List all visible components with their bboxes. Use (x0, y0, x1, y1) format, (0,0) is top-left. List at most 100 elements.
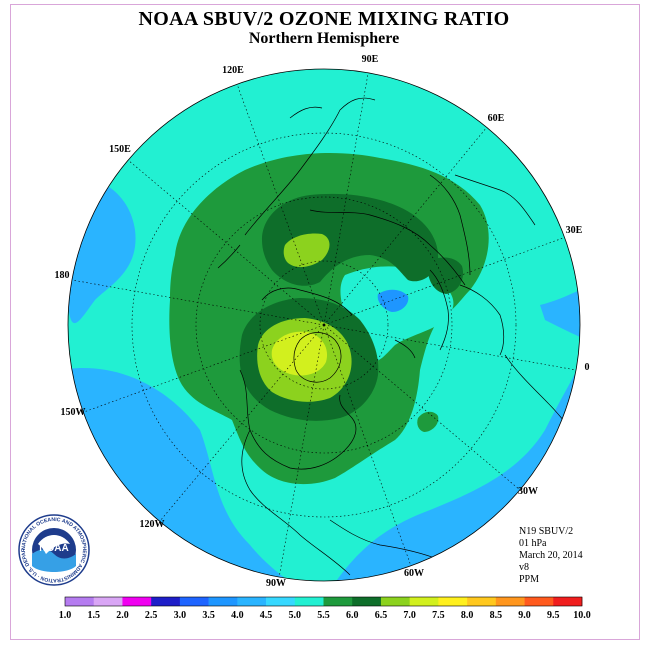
colorbar-tick-label: 6.5 (375, 610, 388, 621)
page-title: NOAA SBUV/2 OZONE MIXING RATIO (138, 8, 510, 30)
coast-north-america (239, 369, 357, 470)
figure-frame (10, 4, 640, 640)
colorbar-swatch (524, 597, 554, 606)
colorbar-tick-label: 3.5 (202, 610, 215, 621)
colorbar-tick-label: 6.0 (346, 610, 359, 621)
ozone-band-5-5-to-6-0-east (427, 257, 464, 294)
colorbar-tick-label: 7.5 (432, 610, 445, 621)
colorbar-tick-label: 2.0 (116, 610, 129, 621)
lon-label-150e: 150E (109, 144, 131, 155)
colorbar-swatch (438, 597, 468, 606)
ozone-band-6-5-to-7-0 (271, 331, 328, 376)
colorbar-tick-label: 1.0 (59, 610, 72, 621)
coast-siberia (309, 209, 466, 286)
meridian-120w (159, 324, 325, 522)
meridian-90e (323, 69, 370, 326)
colorbar-tick-label: 9.5 (547, 610, 560, 621)
coast-mexico (241, 429, 351, 576)
lon-label-150w: 150W (61, 407, 86, 418)
lon-label-60w: 60W (404, 568, 424, 579)
logo-bird (38, 535, 70, 554)
ozone-band-5-0-to-5-5-spot (417, 411, 439, 432)
ozone-band-6-0-to-6-5-north (283, 233, 330, 268)
colorbar-swatch (294, 597, 324, 606)
coast-central-asia (429, 174, 471, 276)
colorbar-swatch (323, 597, 353, 606)
colorbar-swatches (64, 596, 583, 607)
lon-label-0: 0 (585, 362, 590, 373)
page-subtitle: Northern Hemisphere (248, 30, 400, 47)
info-date: March 20, 2014 (519, 550, 583, 561)
colorbar-swatch (179, 597, 209, 606)
ozone-band-3-5-to-4-0-spot (377, 289, 409, 312)
colorbar-frame (64, 596, 583, 607)
graticule (71, 69, 577, 579)
meridian-180 (71, 279, 325, 326)
coast-east-asia (244, 97, 376, 236)
coast-iceland (394, 339, 416, 359)
coast-arctic-canada (261, 287, 353, 316)
coast-greenland (293, 332, 342, 383)
product-info: N19 SBUV/2 01 hPa March 20, 2014 v8 PPM (519, 526, 583, 586)
meridian-0 (323, 324, 577, 371)
coast-caribbean (329, 519, 441, 561)
lon-label-120e: 120E (222, 65, 244, 76)
colorbar-swatch (65, 597, 95, 606)
meridian-150e (127, 159, 325, 326)
meridian-90w (278, 324, 325, 579)
lon-label-30w: 30W (518, 486, 538, 497)
latitude-circle-30n (131, 132, 517, 518)
lon-label-90w: 90W (266, 578, 286, 589)
lon-label-90e: 90E (362, 54, 379, 65)
colorbar-tick-label: 5.0 (289, 610, 302, 621)
colorbar-swatch (151, 597, 181, 606)
colorbar-tick-label: 9.0 (518, 610, 531, 621)
info-pressure-level: 01 hPa (519, 538, 547, 549)
latitude-circle-70n (259, 260, 389, 390)
lon-label-120w: 120W (140, 519, 165, 530)
coastlines (217, 97, 580, 576)
colorbar-tick-labels: 1.0 1.5 2.0 2.5 3.0 3.5 4.0 4.5 5.0 5.5 6.0 6.5 7.0 7… (59, 610, 591, 621)
colorbar-swatch (352, 597, 382, 606)
colorbar-swatch (380, 597, 410, 606)
colorbar-tick-label: 10.0 (573, 610, 591, 621)
meridian-60w (323, 324, 412, 567)
colorbar-swatch (266, 597, 296, 606)
coast-japan (289, 106, 323, 119)
colorbar-swatch (467, 597, 497, 606)
colorbar-tick-label: 7.0 (403, 610, 416, 621)
colorbar-tick-label: 2.5 (145, 610, 158, 621)
coast-middle-east (454, 174, 536, 226)
lon-label-60e: 60E (488, 113, 505, 124)
colorbar-swatch (553, 597, 583, 606)
ozone-band-4-0-to-4-5-east (540, 280, 580, 345)
colorbar-swatch (409, 597, 439, 606)
logo-wave (32, 549, 76, 572)
colorbar-swatch (93, 597, 123, 606)
colorbar-swatch (495, 597, 525, 606)
colorbar-swatch (208, 597, 238, 606)
colorbar-tick-label: 8.0 (461, 610, 474, 621)
colorbar-tick-label: 8.5 (490, 610, 503, 621)
info-instrument: N19 SBUV/2 (519, 526, 574, 537)
meridian-60e (323, 126, 488, 326)
noaa-logo: NATIONAL OCEANIC AND ATMOSPHERIC ADMINIS… (18, 514, 90, 586)
colorbar-swatch (122, 597, 152, 606)
longitude-labels: 90E 60E 120E 150E 30E 180 0 150W 30W 120… (55, 54, 590, 589)
logo-text: NOAA (39, 543, 68, 554)
coast-europe (459, 284, 505, 356)
latitude-circle-50n (195, 196, 453, 454)
meridian-150w (83, 324, 325, 413)
lon-label-30e: 30E (566, 225, 583, 236)
colorbar-tick-label: 3.0 (174, 610, 187, 621)
colorbar-tick-label: 1.5 (87, 610, 100, 621)
colorbar-swatch (237, 597, 267, 606)
meridian-120e (236, 83, 325, 326)
colorbar-tick-label: 5.5 (317, 610, 330, 621)
hemisphere-outline (67, 68, 581, 582)
colorbar-tick-label: 4.5 (260, 610, 273, 621)
meridian-30w (323, 324, 521, 491)
